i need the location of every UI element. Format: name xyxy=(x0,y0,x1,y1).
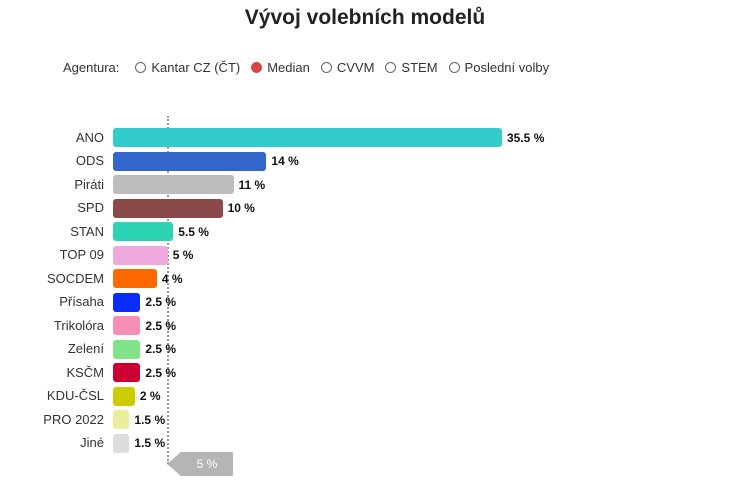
bar[interactable] xyxy=(113,175,234,194)
bar[interactable] xyxy=(113,339,141,359)
bar[interactable] xyxy=(113,433,130,453)
bar[interactable] xyxy=(113,198,223,218)
category-label: STAN xyxy=(70,223,104,239)
category-label: SPD xyxy=(77,200,104,215)
agency-option-label: Poslední volby xyxy=(464,59,550,75)
value-label: 4 % xyxy=(161,271,183,286)
agency-option-last-election[interactable]: Poslední volby xyxy=(448,59,550,75)
threshold-label: 5 % xyxy=(196,457,218,471)
agency-filter: Agentura: Kantar CZ (ČT) Median CVVM STE… xyxy=(63,58,560,76)
radio-button-icon[interactable] xyxy=(448,61,460,73)
agency-option-cvvm[interactable]: CVVM xyxy=(320,59,375,75)
value-label: 14 % xyxy=(271,154,299,168)
agency-option-kantar[interactable]: Kantar CZ (ČT) xyxy=(135,60,240,75)
bar[interactable] xyxy=(113,222,174,241)
radio-button-icon[interactable] xyxy=(251,61,263,73)
category-label: Přísaha xyxy=(59,294,104,309)
category-label: ODS xyxy=(75,153,104,168)
category-label: Trikolóra xyxy=(53,317,104,333)
agency-option-label: Median xyxy=(267,59,310,75)
agency-option-median[interactable]: Median xyxy=(251,60,310,75)
radio-button-icon[interactable] xyxy=(320,61,332,73)
agency-option-label: CVVM xyxy=(336,59,375,75)
value-label: 5 % xyxy=(172,248,194,262)
value-label: 5.5 % xyxy=(178,224,209,239)
value-label: 1.5 % xyxy=(134,436,166,450)
category-label: ANO xyxy=(75,129,104,145)
bar[interactable] xyxy=(113,386,135,406)
value-label: 35.5 % xyxy=(507,130,545,145)
value-label: 2.5 % xyxy=(145,342,177,356)
category-label: TOP 09 xyxy=(59,247,104,262)
value-label: 1.5 % xyxy=(134,412,166,427)
value-label: 2.5 % xyxy=(145,365,177,380)
agency-option-label: Kantar CZ (ČT) xyxy=(151,59,241,75)
agency-option-label: STEM xyxy=(401,59,438,75)
bar[interactable] xyxy=(113,316,141,335)
threshold-marker-shape xyxy=(167,452,233,476)
category-label: SOCDEM xyxy=(46,270,104,286)
value-label: 11 % xyxy=(238,177,266,192)
bar[interactable] xyxy=(113,292,141,312)
bar[interactable] xyxy=(113,269,157,288)
chart-title: Vývoj volebních modelů xyxy=(244,6,486,29)
category-label: KDU-ČSL xyxy=(46,388,104,403)
category-label: Jiné xyxy=(80,435,104,450)
category-label: PRO 2022 xyxy=(43,411,104,427)
value-label: 2.5 % xyxy=(145,295,177,309)
bar[interactable] xyxy=(113,128,502,147)
bar[interactable] xyxy=(113,151,267,171)
value-label: 10 % xyxy=(227,201,255,215)
threshold-line xyxy=(167,116,169,464)
value-label: 2 % xyxy=(139,389,161,403)
value-label: 2.5 % xyxy=(145,318,177,333)
bar[interactable] xyxy=(113,245,168,265)
agency-filter-label: Agentura: xyxy=(63,59,120,75)
radio-button-icon[interactable] xyxy=(135,61,147,73)
radio-button-icon[interactable] xyxy=(385,61,397,73)
bar[interactable] xyxy=(113,363,141,382)
category-label: KSČM xyxy=(66,364,104,380)
agency-option-stem[interactable]: STEM xyxy=(385,59,438,75)
category-label: Zelení xyxy=(67,341,104,356)
bar[interactable] xyxy=(113,410,130,429)
category-label: Piráti xyxy=(74,176,104,192)
threshold-marker: 5 % xyxy=(167,452,233,476)
